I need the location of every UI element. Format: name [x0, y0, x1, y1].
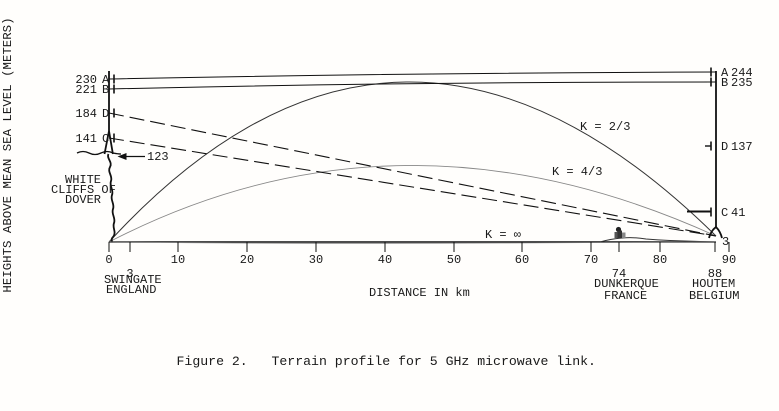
svg-text:141: 141	[75, 132, 97, 146]
svg-text:3: 3	[722, 235, 729, 249]
svg-text:BELGIUM: BELGIUM	[689, 289, 739, 303]
svg-text:40: 40	[378, 253, 392, 267]
svg-text:DOVER: DOVER	[65, 193, 101, 207]
svg-text:60: 60	[515, 253, 529, 267]
svg-text:K = ∞: K = ∞	[485, 228, 521, 242]
svg-text:0: 0	[105, 253, 112, 267]
svg-text:K = 2/3: K = 2/3	[580, 120, 630, 134]
svg-text:10: 10	[171, 253, 185, 267]
svg-text:FRANCE: FRANCE	[604, 289, 647, 303]
svg-text:C: C	[721, 206, 728, 220]
svg-text:123: 123	[147, 150, 169, 164]
svg-text:ENGLAND: ENGLAND	[106, 283, 156, 297]
svg-text:50: 50	[447, 253, 461, 267]
svg-text:B: B	[102, 83, 109, 97]
svg-text:90: 90	[722, 253, 736, 267]
svg-text:41: 41	[731, 206, 745, 220]
svg-text:Figure 2. Terrain profile fo: Figure 2. Terrain profile for 5 GHz micr…	[177, 354, 596, 369]
svg-text:HEIGHTS ABOVE MEAN SEA LEVEL (: HEIGHTS ABOVE MEAN SEA LEVEL (METERS)	[1, 17, 15, 292]
svg-text:20: 20	[240, 253, 254, 267]
svg-text:221: 221	[75, 83, 97, 97]
svg-text:D: D	[721, 140, 728, 154]
svg-text:184: 184	[75, 107, 97, 121]
svg-text:30: 30	[309, 253, 323, 267]
svg-text:137: 137	[731, 140, 753, 154]
svg-text:DISTANCE IN km: DISTANCE IN km	[369, 286, 470, 300]
svg-text:D: D	[102, 107, 109, 121]
svg-text:K = 4/3: K = 4/3	[552, 165, 602, 179]
svg-text:C: C	[102, 132, 109, 146]
svg-text:80: 80	[653, 253, 667, 267]
svg-text:235: 235	[731, 76, 753, 90]
svg-text:B: B	[721, 76, 728, 90]
svg-text:70: 70	[584, 253, 598, 267]
